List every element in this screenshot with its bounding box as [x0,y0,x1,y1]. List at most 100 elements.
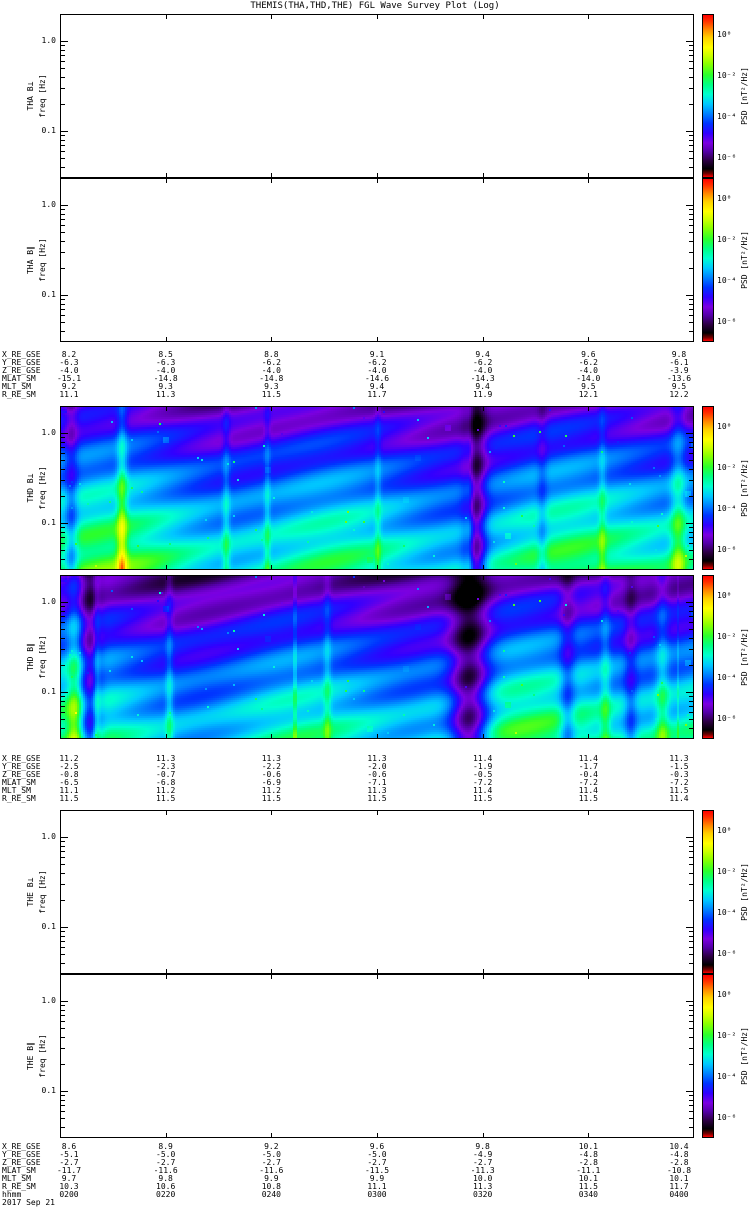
y-minor-tick [60,900,65,901]
y-minor-tick [60,841,65,842]
y-major-tick [686,1091,694,1092]
x-tick [60,974,61,979]
y-minor-tick [689,701,694,702]
y-minor-tick [60,1064,65,1065]
axis-value: 11.5 [367,794,387,803]
colorbar-title-6: PSD [nT²/Hz] [740,1027,749,1085]
x-tick [483,178,484,183]
x-tick [271,810,272,815]
y-minor-tick [689,460,694,461]
y-minor-tick [60,941,65,942]
y-minor-tick [60,954,65,955]
axis-value: 10.1 [578,1142,598,1151]
y-major-tick [60,131,68,132]
y-minor-tick [689,496,694,497]
y-minor-tick [689,649,694,650]
y-minor-tick [60,232,65,233]
y-minor-tick [689,88,694,89]
axis-value: 8.9 [158,1142,173,1151]
axis-value: -7.2 [669,778,689,787]
colorbar-tick-label: 10⁰ [717,825,732,835]
colorbar-tick-label: 10⁰ [717,989,732,999]
axis-value: -11.6 [153,1166,178,1175]
y-minor-tick [60,331,65,332]
axis-row-name: Y_RE_GSE [2,358,41,367]
x-tick [588,1133,589,1138]
x-tick [60,173,61,178]
y-minor-tick [689,963,694,964]
x-tick [166,1133,167,1138]
axis-value: -2.5 [59,762,79,771]
axis-row-name: Z_RE_GSE [2,1158,41,1167]
colorbar-tick-label: 10⁻⁴ [717,503,737,513]
axis-value: -2.8 [578,1158,598,1167]
y-minor-tick [60,537,65,538]
colorbar-title-5: PSD [nT²/Hz] [740,863,749,921]
x-tick [271,406,272,411]
axis-row-name: R_RE_SM [2,1182,36,1191]
axis-value: 11.2 [156,786,176,795]
y-minor-tick [689,941,694,942]
y-minor-tick [689,954,694,955]
x-tick [483,406,484,411]
y-minor-tick [689,225,694,226]
colorbar-tick-label: 10⁻⁴ [717,275,737,285]
x-tick [693,969,694,974]
y-tick-label: 1.0 [41,996,56,1006]
axis-value: 0220 [156,1190,176,1199]
y-minor-tick [689,252,694,253]
page-title: THEMIS(THA,THD,THE) FGL Wave Survey Plot… [250,1,500,11]
y-minor-tick [689,469,694,470]
axis-value: -0.6 [367,770,387,779]
y-minor-tick [689,315,694,316]
y-minor-tick [689,151,694,152]
y-minor-tick [689,167,694,168]
y-minor-tick [60,299,65,300]
axis-value: -4.0 [261,366,281,375]
y-minor-tick [60,1127,65,1128]
axis-value: -1.5 [669,762,689,771]
y-tick-label: 1.0 [41,428,56,438]
x-tick [166,810,167,815]
axis-value: -2.7 [367,1158,387,1167]
axis-value: 9.1 [369,350,385,359]
y-minor-tick [689,712,694,713]
y-minor-tick [60,480,65,481]
y-tick-label: 1.0 [41,597,56,607]
x-tick [588,810,589,815]
x-tick [60,734,61,739]
y-minor-tick [689,947,694,948]
y-minor-tick [689,158,694,159]
y-minor-tick [689,309,694,310]
x-tick [483,173,484,178]
y-minor-tick [689,622,694,623]
axis-row-name: MLAT_SM [2,1166,36,1175]
x-tick [166,575,167,580]
axis-value: -14.6 [364,374,390,383]
y-minor-tick [689,135,694,136]
axis-value: 9.5 [671,382,687,391]
y-minor-tick [60,873,65,874]
axis-value: -7.1 [367,778,387,787]
spectrogram-panel-1 [60,14,694,178]
axis-value: 11.3 [367,754,387,763]
x-tick [693,337,694,342]
x-tick [166,969,167,974]
colorbar-tick-label: 10⁻⁴ [717,1071,737,1081]
y-major-tick [60,41,68,42]
x-tick [693,14,694,19]
x-tick [271,734,272,739]
colorbar-title-4: PSD [nT²/Hz] [740,628,749,686]
axis-row-name: X_RE_GSE [2,754,41,763]
y-minor-tick [60,268,65,269]
axis-value: 11.5 [261,794,281,803]
axis-value: 11.7 [669,1182,689,1191]
y-minor-tick [60,1111,65,1112]
x-tick [377,178,378,183]
y-major-tick [60,602,68,603]
axis-value: 0320 [473,1190,493,1199]
axis-value: -6.3 [156,358,176,367]
x-tick [483,575,484,580]
y-minor-tick [689,1095,694,1096]
axis-value: 11.5 [261,390,281,399]
